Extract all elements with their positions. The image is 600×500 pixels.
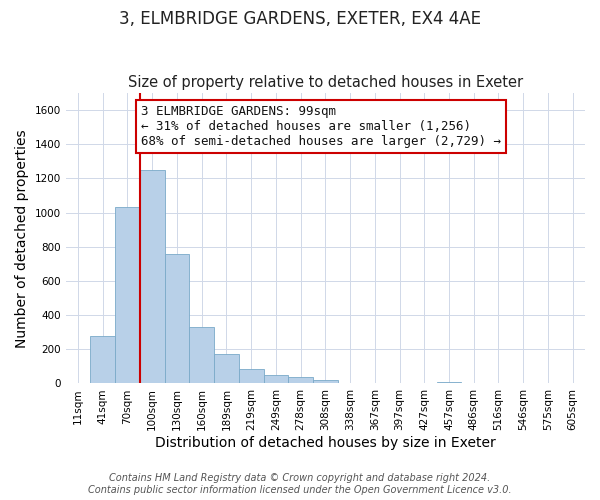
Bar [190, 327, 214, 384]
Bar [437, 382, 461, 384]
Bar [263, 375, 288, 384]
Text: Contains HM Land Registry data © Crown copyright and database right 2024.
Contai: Contains HM Land Registry data © Crown c… [88, 474, 512, 495]
Bar [239, 369, 263, 384]
X-axis label: Distribution of detached houses by size in Exeter: Distribution of detached houses by size … [155, 436, 496, 450]
Text: 3, ELMBRIDGE GARDENS, EXETER, EX4 4AE: 3, ELMBRIDGE GARDENS, EXETER, EX4 4AE [119, 10, 481, 28]
Title: Size of property relative to detached houses in Exeter: Size of property relative to detached ho… [128, 76, 523, 90]
Bar [140, 170, 164, 384]
Y-axis label: Number of detached properties: Number of detached properties [15, 129, 29, 348]
Bar [164, 254, 190, 384]
Bar [214, 354, 239, 384]
Bar [115, 206, 140, 384]
Bar [288, 377, 313, 384]
Bar [91, 336, 115, 384]
Bar [313, 380, 338, 384]
Text: 3 ELMBRIDGE GARDENS: 99sqm
← 31% of detached houses are smaller (1,256)
68% of s: 3 ELMBRIDGE GARDENS: 99sqm ← 31% of deta… [141, 105, 501, 148]
